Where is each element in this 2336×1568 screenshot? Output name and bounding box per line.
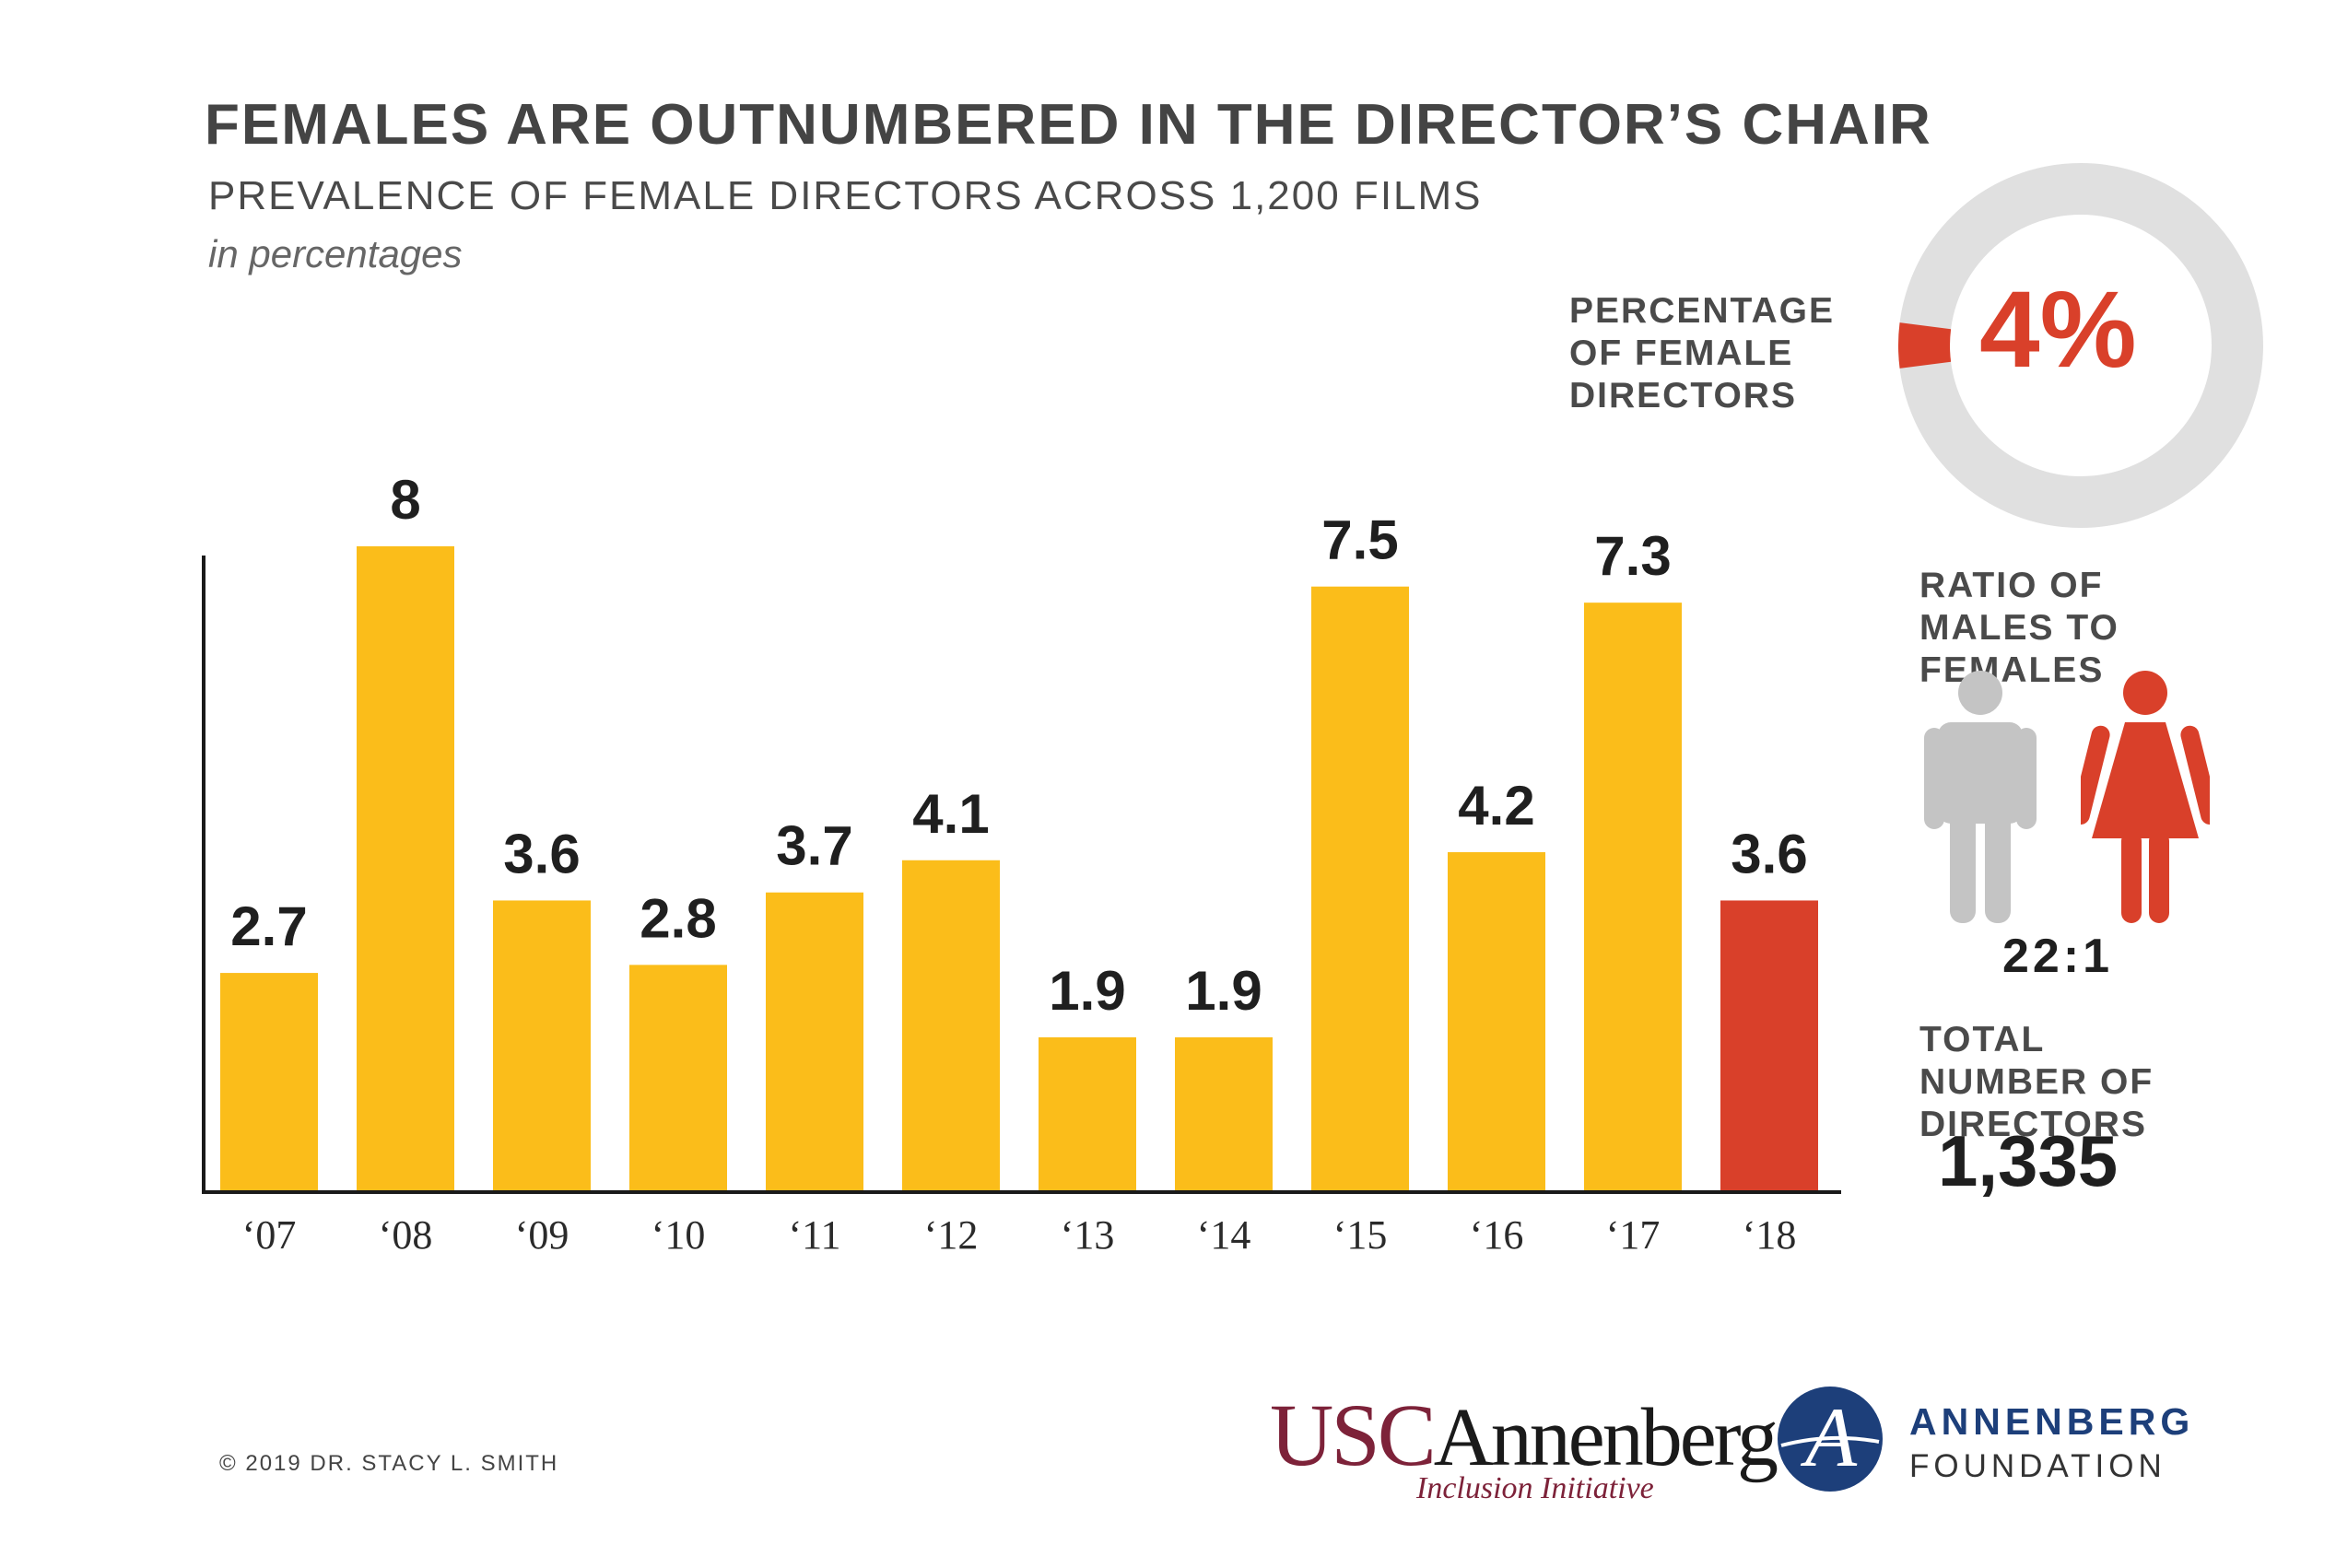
chart-title: FEMALES ARE OUTNUMBERED IN THE DIRECTOR’… [205,93,1932,157]
annenberg-foundation-line1: ANNENBERG [1909,1400,2195,1443]
total-value: 1,335 [1938,1120,2119,1201]
donut-label: PERCENTAGE OF FEMALE DIRECTORS [1569,291,1835,415]
x-tick-label: ‘07 [242,1212,297,1258]
bar-value-label: 7.5 [1321,509,1398,571]
bar-9 [1448,852,1545,1190]
male-figure-icon [1924,671,2037,923]
ratio-label: RATIO OF MALES TO FEMALES [1919,566,2119,690]
bar-value-label: 7.3 [1594,525,1671,587]
bar-4 [766,892,863,1190]
bars-group: 2.7 ‘07 8 ‘08 3.6 ‘09 2.8 ‘10 3.7 ‘11 4.1 ‘12 1.9 ‘13… [220,469,1818,1258]
bar-value-label: 2.8 [640,887,716,949]
bar-1 [357,546,454,1190]
bar-value-label: 1.9 [1185,960,1262,1022]
bar-value-label: 4.1 [912,783,989,845]
bar-value-label: 1.9 [1049,960,1125,1022]
bar-value-label: 3.6 [503,823,580,884]
donut-value: 4% [1979,269,2137,391]
annenberg-foundation-logo-mark: A [1778,1387,1883,1492]
bar-2 [493,900,591,1190]
x-tick-label: ‘13 [1061,1212,1115,1258]
x-tick-label: ‘14 [1197,1212,1251,1258]
female-figure-icon [2081,671,2210,923]
bar-3 [629,965,727,1190]
usc-logo-usc: USC [1270,1386,1437,1484]
x-tick-label: ‘16 [1470,1212,1524,1258]
chart-subtitle: PREVALENCE OF FEMALE DIRECTORS ACROSS 1,… [208,173,1483,218]
bar-5 [902,860,1000,1190]
x-tick-label: ‘08 [379,1212,433,1258]
x-tick-label: ‘09 [515,1212,569,1258]
ratio-value: 22:1 [2002,930,2114,983]
usc-logo-annenberg: Annenberg [1433,1392,1778,1483]
usc-logo-tagline: Inclusion Initiative [1416,1471,1654,1505]
bar-0 [220,973,318,1190]
bar-value-label: 2.7 [230,895,307,957]
female-percentage-donut [1898,163,2263,528]
bar-value-label: 8 [390,469,420,531]
donut-highlight-arc [1898,322,1952,369]
x-tick-label: ‘17 [1606,1212,1661,1258]
bar-value-label: 4.2 [1458,775,1534,837]
bar-6 [1039,1036,1136,1190]
usc-annenberg-logo: USCAnnenberg [1270,1384,1778,1486]
annenberg-foundation-mark-letter: A [1800,1390,1858,1484]
x-tick-label: ‘15 [1333,1212,1388,1258]
total-label: TOTAL NUMBER OF DIRECTORS [1919,1020,2154,1144]
bar-value-label: 3.7 [776,815,852,877]
x-tick-label: ‘12 [924,1212,979,1258]
unit-note: in percentages [208,232,463,275]
annenberg-foundation-line2: FOUNDATION [1909,1448,2166,1484]
bar-value-label: 3.6 [1731,823,1807,884]
bar-8 [1311,586,1409,1190]
x-tick-label: ‘10 [651,1212,706,1258]
x-tick-label: ‘11 [788,1212,840,1258]
x-tick-label: ‘18 [1743,1212,1797,1258]
bar-10 [1584,603,1682,1190]
copyright-notice: © 2019 DR. STACY L. SMITH [219,1451,559,1476]
bar-11 [1720,900,1818,1190]
bar-7 [1175,1036,1273,1190]
